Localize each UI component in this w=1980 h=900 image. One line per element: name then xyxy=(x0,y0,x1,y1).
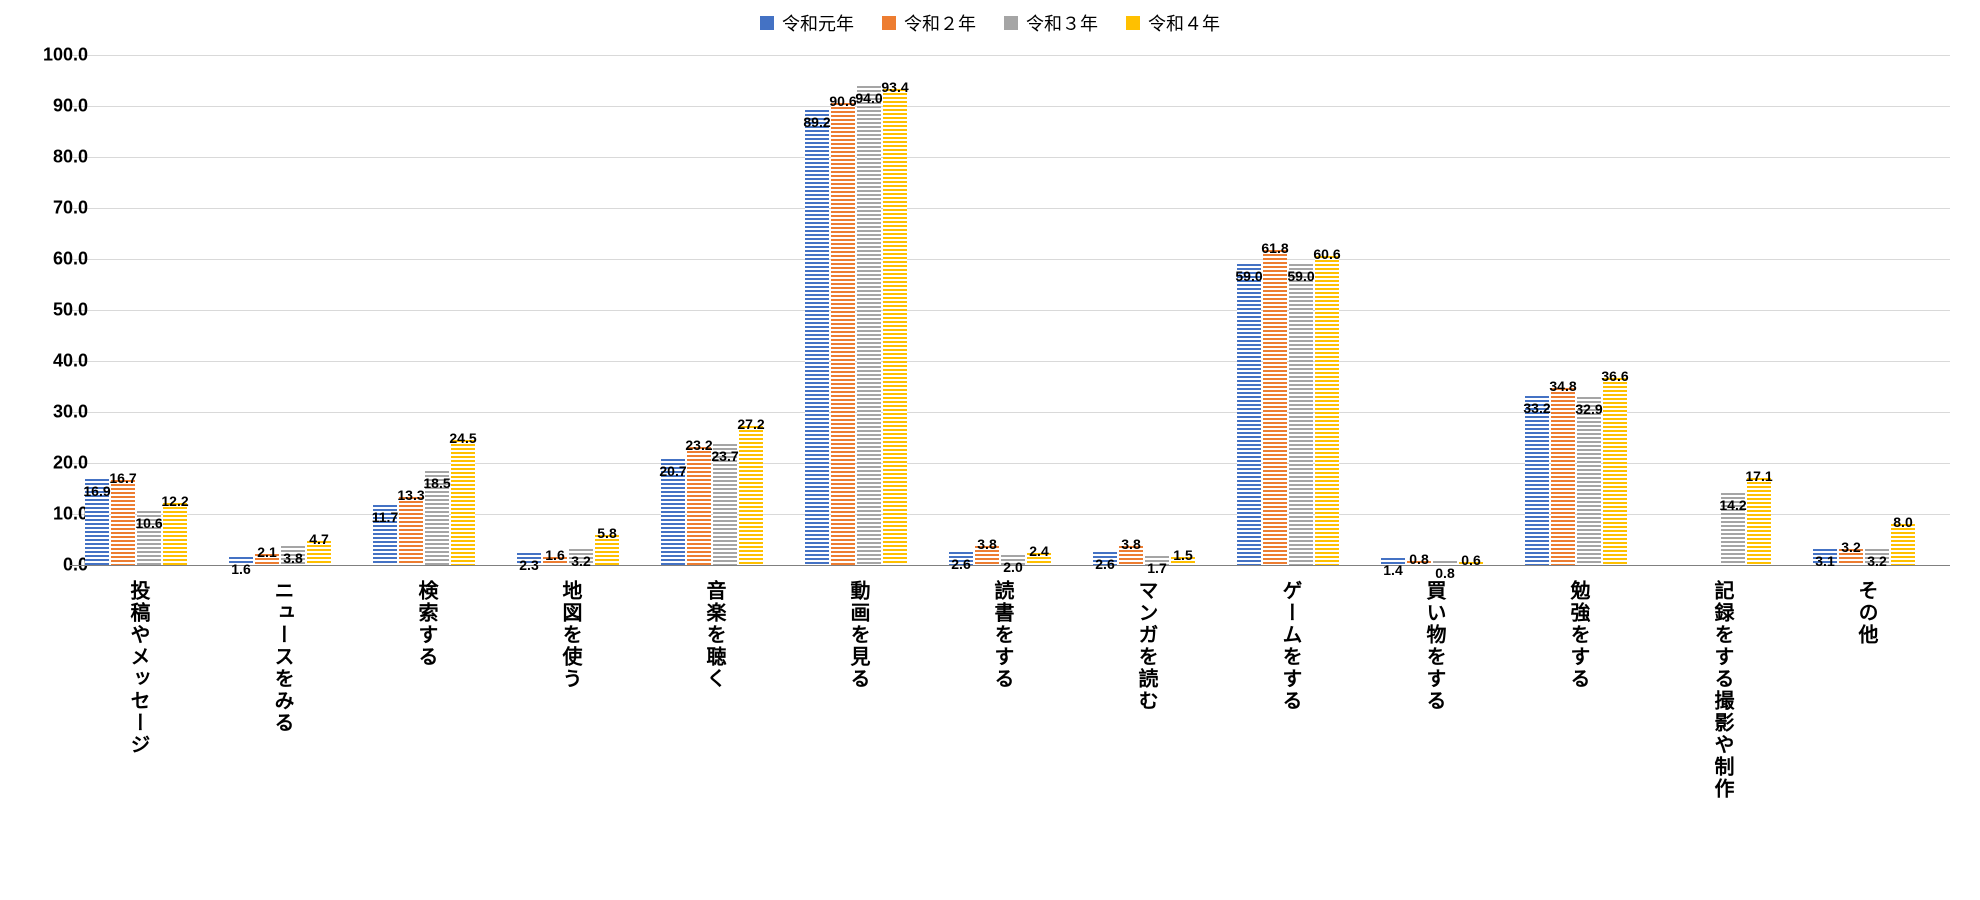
data-label: 5.8 xyxy=(577,525,637,541)
data-label: 3.8 xyxy=(957,536,1017,552)
data-label: 2.4 xyxy=(1009,543,1069,559)
bar xyxy=(1525,396,1549,565)
category-label: マンガを読む xyxy=(1134,580,1158,712)
data-label: 36.6 xyxy=(1585,368,1645,384)
bar xyxy=(805,110,829,565)
legend-item: 令和３年 xyxy=(1004,10,1098,36)
data-label: 0.6 xyxy=(1441,552,1501,568)
bar xyxy=(1747,478,1771,565)
data-label: 93.4 xyxy=(865,79,925,95)
data-label: 12.2 xyxy=(145,493,205,509)
legend-swatch xyxy=(1004,16,1018,30)
category-label: 動画を見る xyxy=(846,580,870,690)
category-label: 音楽を聴く xyxy=(702,580,726,690)
bar xyxy=(451,440,475,565)
bar xyxy=(1603,378,1627,565)
data-label: 16.7 xyxy=(93,470,153,486)
category-label: 検索する xyxy=(414,580,438,668)
category-label: 投稿やメッセージ xyxy=(126,580,150,756)
legend: 令和元年 令和２年 令和３年 令和４年 xyxy=(0,10,1980,36)
legend-label: 令和３年 xyxy=(1026,10,1098,36)
legend-item: 令和２年 xyxy=(882,10,976,36)
data-label: 24.5 xyxy=(433,430,493,446)
category-label: 勉強をする xyxy=(1566,580,1590,690)
legend-label: 令和４年 xyxy=(1148,10,1220,36)
category-label: ゲームをする xyxy=(1278,580,1302,712)
category-label: 読書をする xyxy=(990,580,1014,690)
legend-swatch xyxy=(1126,16,1140,30)
legend-label: 令和元年 xyxy=(782,10,854,36)
category-label: ニュースをみる xyxy=(270,580,294,734)
legend-swatch xyxy=(882,16,896,30)
data-label: 27.2 xyxy=(721,416,781,432)
bar-chart: 令和元年令和２年令和３年令和４年 0.010.020.030.040.050.0… xyxy=(0,0,1980,900)
bar xyxy=(1289,264,1313,565)
plot-area: 16.916.710.612.21.62.13.84.711.713.318.5… xyxy=(70,55,1950,566)
category-label: 買い物をする xyxy=(1422,580,1446,712)
bar xyxy=(739,426,763,565)
data-label: 8.0 xyxy=(1873,514,1933,530)
data-label: 3.8 xyxy=(1101,536,1161,552)
data-label: 1.5 xyxy=(1153,547,1213,563)
bar xyxy=(687,447,711,565)
data-label: 17.1 xyxy=(1729,468,1789,484)
bar xyxy=(857,86,881,565)
data-label: 61.8 xyxy=(1245,240,1305,256)
bar xyxy=(1891,524,1915,565)
bar xyxy=(1315,256,1339,565)
data-label: 60.6 xyxy=(1297,246,1357,262)
bar xyxy=(163,503,187,565)
legend-item: 令和元年 xyxy=(760,10,854,36)
bar xyxy=(883,89,907,565)
bar xyxy=(831,103,855,565)
legend-item: 令和４年 xyxy=(1126,10,1220,36)
data-label: 34.8 xyxy=(1533,378,1593,394)
bar xyxy=(1237,264,1261,565)
legend-swatch xyxy=(760,16,774,30)
category-label: 地図を使う xyxy=(558,580,582,690)
category-label: その他 xyxy=(1854,580,1878,646)
legend-label: 令和２年 xyxy=(904,10,976,36)
bar xyxy=(399,497,423,565)
data-label: 4.7 xyxy=(289,531,349,547)
bar xyxy=(1577,397,1601,565)
category-label: 記録をする撮影や制作 xyxy=(1710,580,1734,800)
bar xyxy=(1263,250,1287,565)
